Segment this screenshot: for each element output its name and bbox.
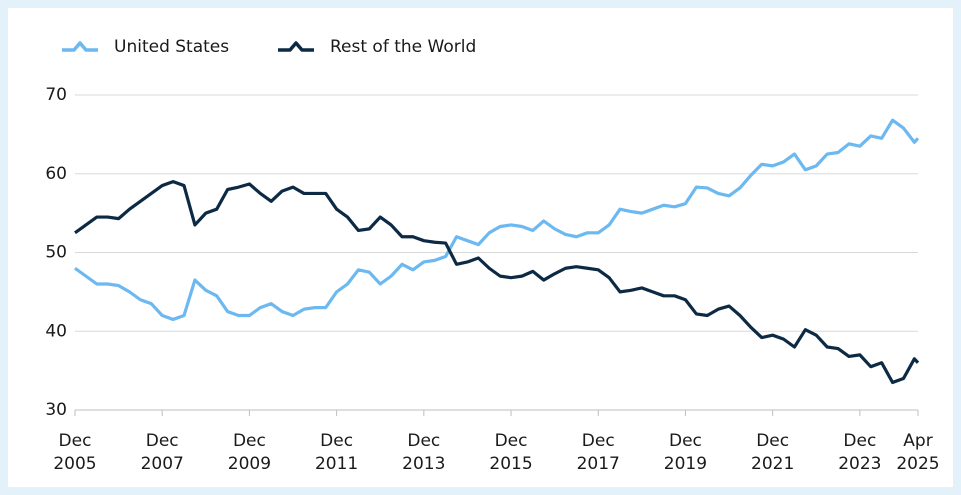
- x-tick-label: Dec 2017: [576, 431, 620, 474]
- x-tick-label: Dec 2015: [489, 431, 533, 474]
- x-tick-label: Dec 2011: [314, 431, 359, 474]
- x-tick-label: Dec 2007: [140, 431, 184, 474]
- x-tick-label: Dec 2021: [751, 431, 795, 474]
- y-tick-label: 30: [45, 400, 67, 420]
- chart: 30 40 50 60 70 United States Rest of the World: [45, 37, 920, 420]
- legend-swatch: [278, 41, 314, 52]
- y-tick-label: 50: [45, 243, 67, 263]
- x-tick-label: Dec 2009: [227, 431, 272, 474]
- legend-swatch: [62, 41, 98, 52]
- y-tick-label: 70: [45, 85, 67, 105]
- legend-label: Rest of the World: [330, 37, 476, 57]
- x-tick-label: Dec 2019: [663, 431, 708, 474]
- series-line: [74, 118, 920, 322]
- y-tick-label: 40: [45, 321, 67, 341]
- x-tick-label: Apr 2025: [896, 431, 940, 474]
- x-tick-label: Dec 2013: [402, 431, 446, 474]
- x-tick-label: Dec 2005: [53, 431, 97, 474]
- series-line: [74, 180, 920, 385]
- legend-label: United States: [114, 37, 229, 57]
- x-tick-label: Dec 2023: [838, 431, 882, 474]
- chart-panel: 30 40 50 60 70 United States Rest of the World…: [8, 8, 953, 487]
- y-tick-label: 60: [45, 164, 67, 184]
